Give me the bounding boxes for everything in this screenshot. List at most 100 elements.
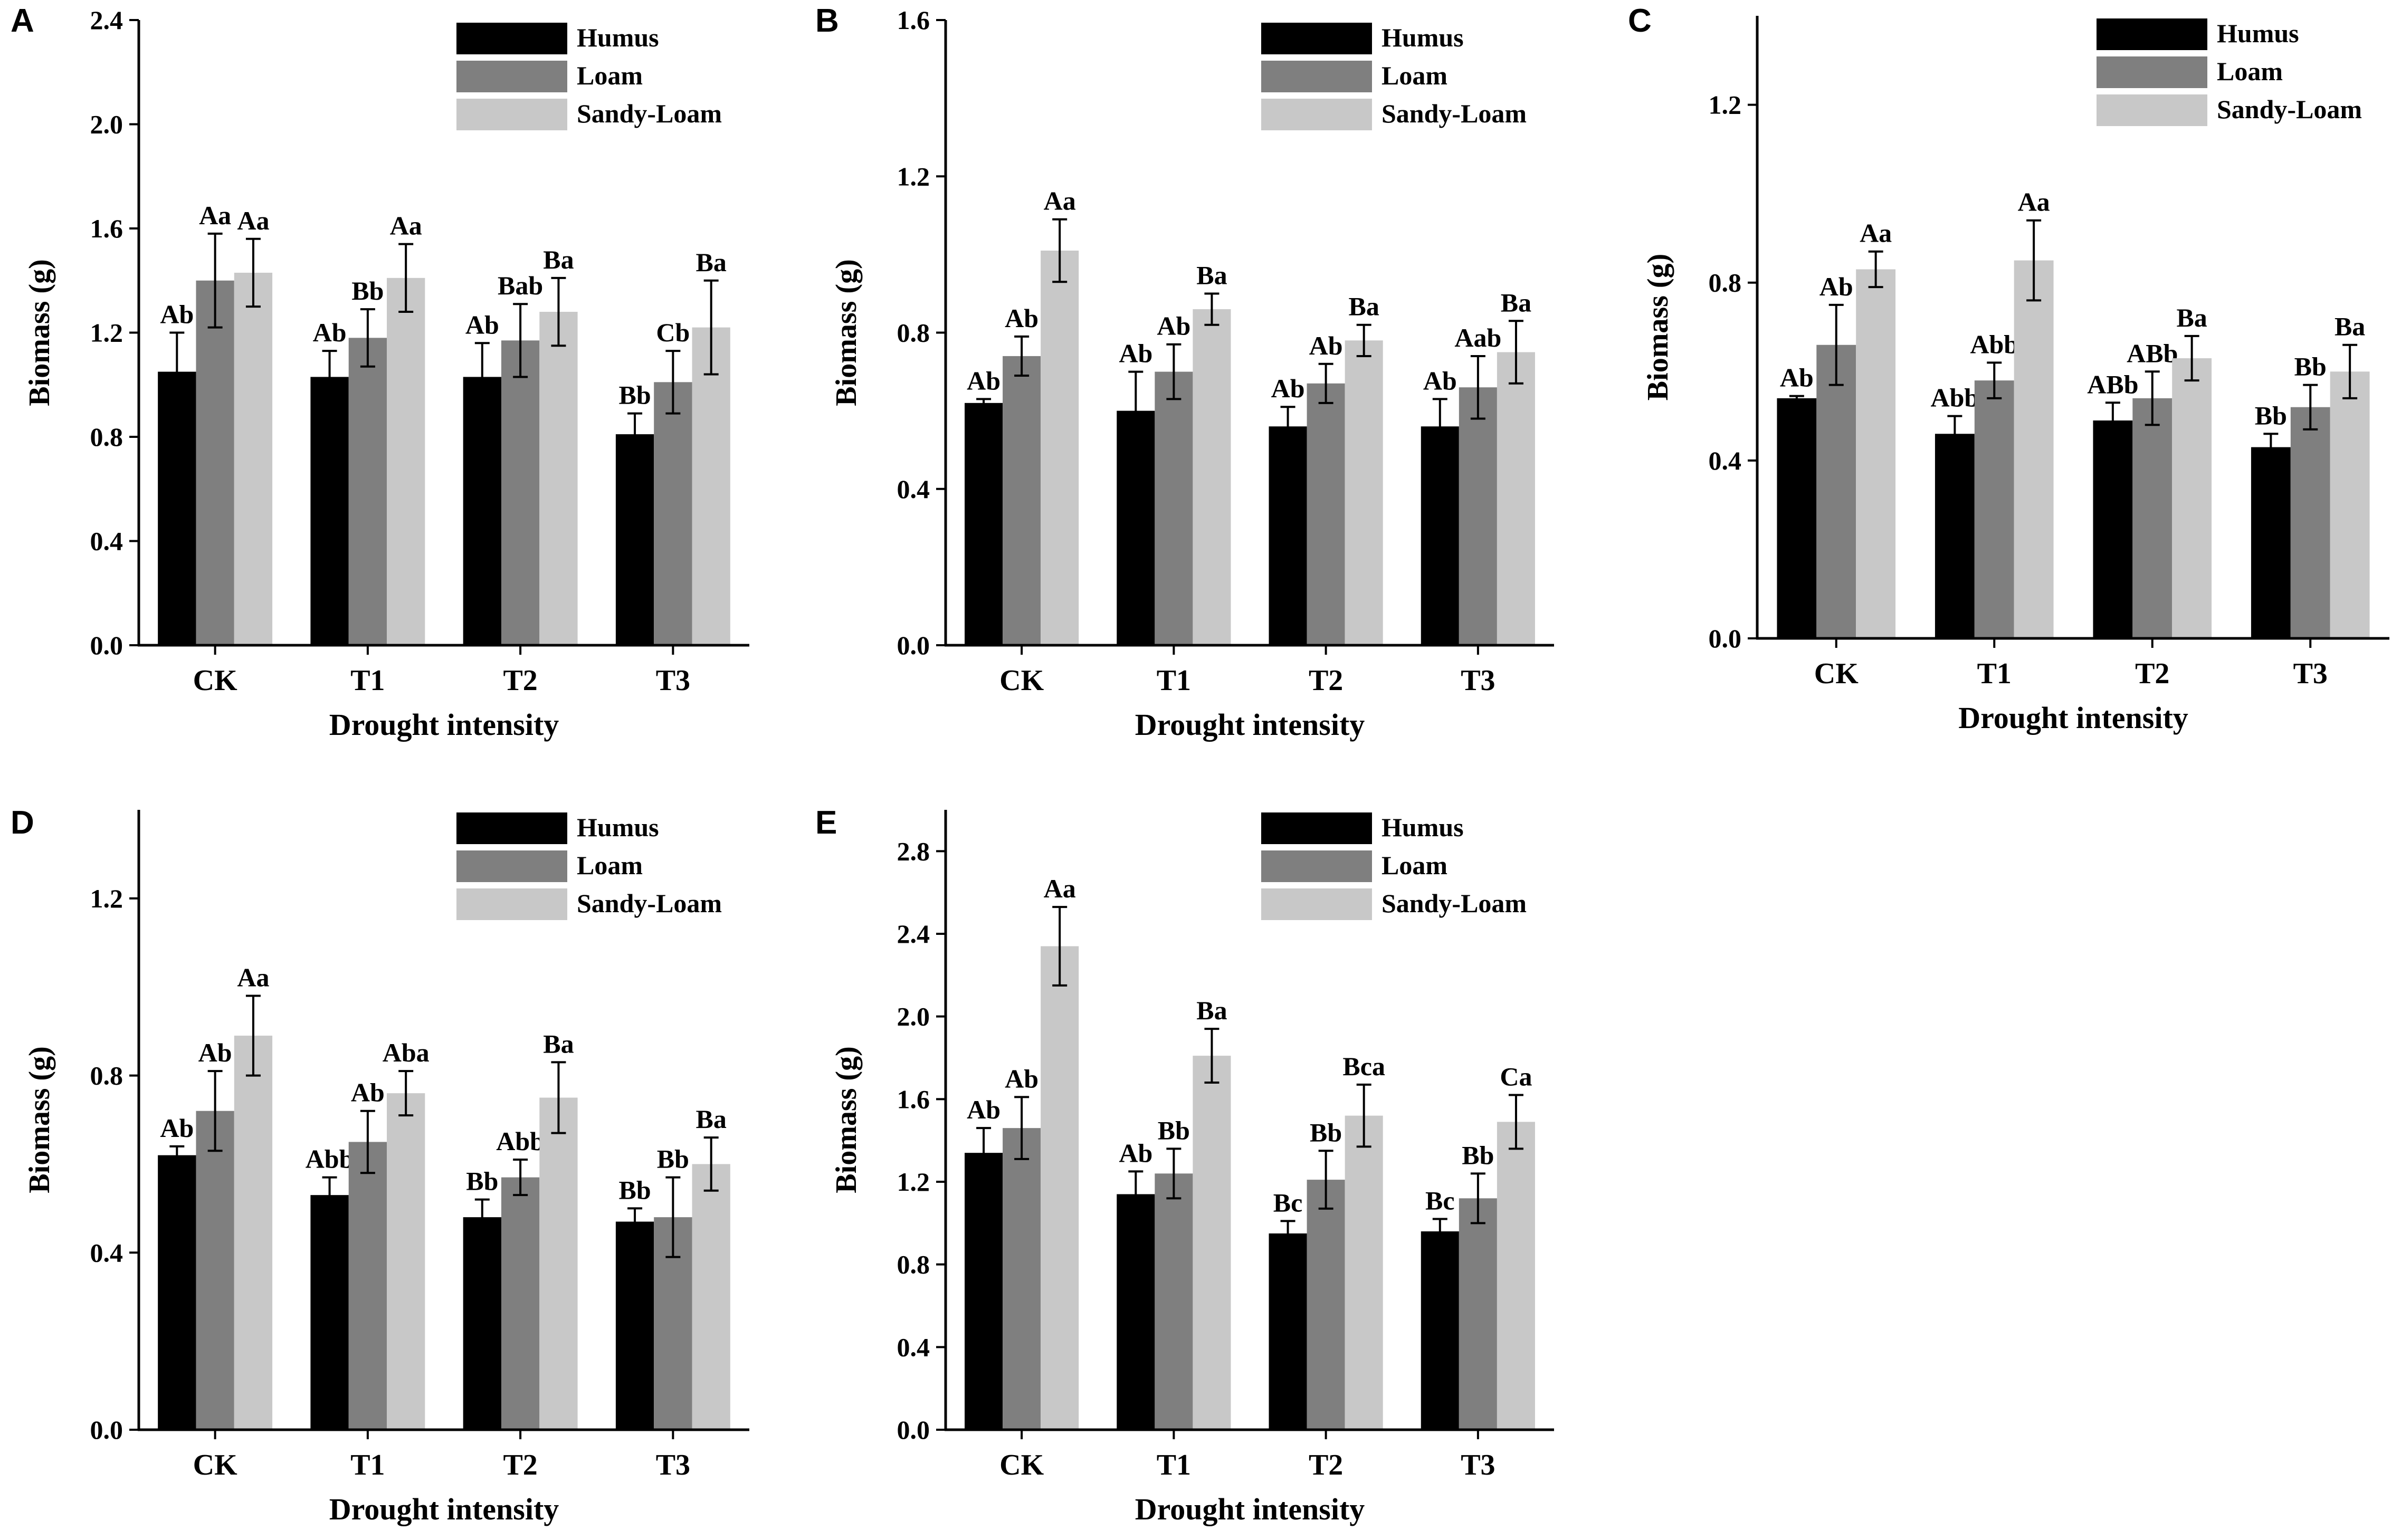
panel-letter: D <box>11 805 34 841</box>
significance-label: Ab <box>1423 366 1457 395</box>
significance-label: Ba <box>1501 288 1531 317</box>
significance-label: Aa <box>199 200 231 230</box>
y-tick-label: 2.4 <box>90 5 123 35</box>
significance-label: Ba <box>696 1104 727 1134</box>
significance-label: Ba <box>2335 312 2365 341</box>
significance-label: Aa <box>2018 187 2050 217</box>
x-tick-label: T3 <box>2293 657 2328 690</box>
bar <box>1459 1198 1497 1430</box>
y-axis-title: Biomass (g) <box>23 259 56 406</box>
significance-label: Aa <box>1044 874 1076 903</box>
y-tick-label: 0.0 <box>90 630 123 660</box>
x-axis-title: Drought intensity <box>329 1492 559 1526</box>
y-tick-label: 0.0 <box>90 1415 123 1445</box>
x-tick-label: T1 <box>350 1449 385 1481</box>
y-tick-label: 0.0 <box>1709 624 1742 653</box>
significance-label: Bab <box>498 271 543 300</box>
x-tick-label: T3 <box>656 1449 690 1481</box>
significance-label: Ca <box>1500 1062 1532 1092</box>
x-tick-label: T3 <box>1461 664 1495 697</box>
bar <box>2330 371 2370 638</box>
x-tick-label: T3 <box>656 664 690 697</box>
bar <box>692 327 730 645</box>
bar <box>234 1036 273 1430</box>
y-tick-label: 0.4 <box>90 1238 123 1267</box>
legend-label: Humus <box>577 23 659 52</box>
x-tick-label: T2 <box>1309 1449 1343 1481</box>
bar <box>615 1221 654 1430</box>
bar <box>1193 309 1231 645</box>
bar <box>1935 434 1975 638</box>
significance-label: Abb <box>306 1144 354 1174</box>
legend-swatch <box>1261 23 1372 54</box>
bar <box>2290 407 2330 638</box>
bar <box>1041 250 1079 645</box>
bar <box>348 1142 387 1430</box>
x-axis-title: Drought intensity <box>1135 707 1365 742</box>
significance-label: Bb <box>1462 1140 1494 1170</box>
y-tick-label: 2.0 <box>897 1002 930 1031</box>
bar <box>1421 1231 1459 1430</box>
legend-swatch <box>2097 18 2207 50</box>
bar <box>965 403 1003 645</box>
legend-swatch <box>1261 850 1372 882</box>
significance-label: Aab <box>1454 323 1501 352</box>
legend-swatch <box>456 99 567 130</box>
significance-label: Bb <box>1310 1117 1342 1147</box>
bar <box>1497 1122 1535 1430</box>
y-tick-label: 2.8 <box>897 836 930 866</box>
y-tick-label: 0.4 <box>897 474 930 504</box>
bar <box>1459 387 1497 645</box>
legend-label: Loam <box>577 850 643 880</box>
y-axis-title: Biomass (g) <box>1642 254 1674 400</box>
x-axis-title: Drought intensity <box>1958 701 2188 735</box>
x-tick-label: T1 <box>350 664 385 697</box>
y-tick-label: 0.8 <box>897 1250 930 1279</box>
legend-swatch <box>1261 812 1372 844</box>
significance-label: Ab <box>1119 339 1152 368</box>
y-tick-label: 1.2 <box>897 161 930 191</box>
bar <box>1155 1173 1193 1430</box>
y-axis-title: Biomass (g) <box>830 1046 863 1193</box>
significance-label: Bb <box>351 276 384 305</box>
significance-label: Ab <box>1309 331 1343 360</box>
legend-label: Loam <box>1381 61 1447 90</box>
y-tick-label: 2.0 <box>90 110 123 139</box>
panel-letter: A <box>11 3 34 39</box>
significance-label: Bb <box>618 1175 651 1204</box>
bar <box>196 1111 234 1430</box>
bar <box>387 1093 425 1430</box>
bar <box>158 1155 196 1430</box>
legend-label: Sandy-Loam <box>577 888 722 918</box>
bar <box>539 312 578 645</box>
significance-label: Ab <box>160 1113 194 1143</box>
bar <box>387 278 425 645</box>
bar <box>1117 1194 1155 1430</box>
x-tick-label: T2 <box>503 1449 537 1481</box>
significance-label: Ab <box>1005 303 1038 333</box>
significance-label: Bb <box>2294 352 2327 381</box>
significance-label: Ba <box>1196 996 1227 1025</box>
y-tick-label: 1.2 <box>1709 90 1742 120</box>
legend-swatch <box>2097 56 2207 88</box>
legend-label: Sandy-Loam <box>1381 888 1527 918</box>
bar <box>2172 358 2212 638</box>
significance-label: Ab <box>160 300 194 329</box>
significance-label: Ab <box>1157 311 1190 341</box>
y-tick-label: 1.2 <box>90 318 123 348</box>
bar <box>310 1195 349 1430</box>
significance-label: Aa <box>1044 186 1076 216</box>
significance-label: Bb <box>466 1166 498 1196</box>
significance-label: Bb <box>657 1144 689 1174</box>
bar <box>654 382 692 645</box>
legend-swatch <box>456 23 567 54</box>
significance-label: Ab <box>1819 272 1853 301</box>
panel-letter: E <box>815 805 837 841</box>
significance-label: Ab <box>1780 363 1814 393</box>
y-tick-label: 2.4 <box>897 919 930 949</box>
significance-label: Abb <box>496 1126 545 1156</box>
significance-label: Ba <box>1349 292 1379 321</box>
y-tick-label: 0.4 <box>90 527 123 556</box>
bar <box>1269 1233 1307 1430</box>
